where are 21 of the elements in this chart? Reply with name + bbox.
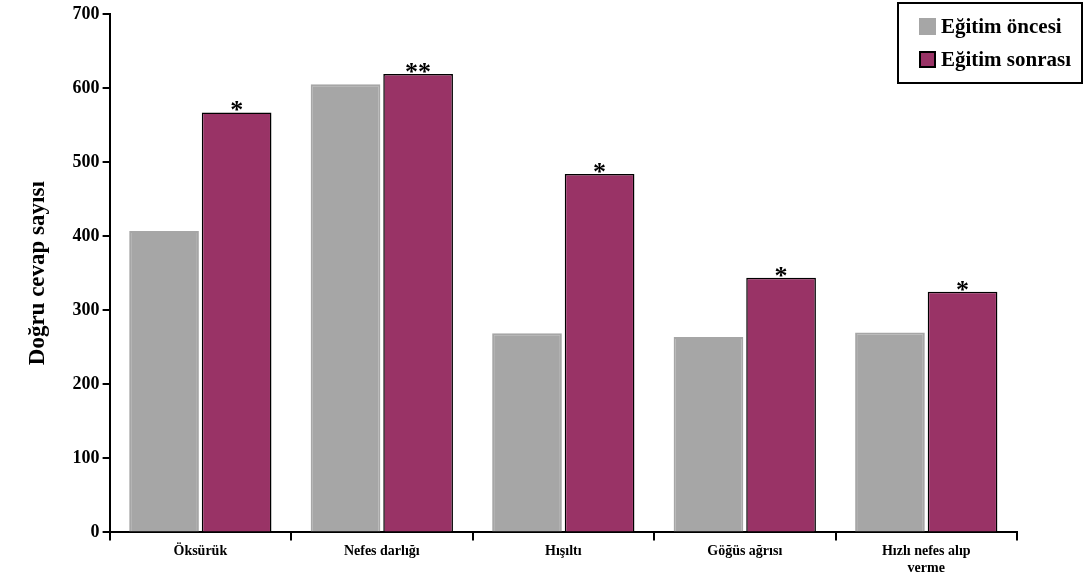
x-tick-label: Hışıltı	[545, 543, 582, 559]
legend-label: Eğitim öncesi	[940, 14, 1062, 39]
legend-label: Eğitim sonrası	[940, 47, 1071, 72]
x-tick-label: Hızlı nefes alıp verme	[881, 543, 971, 576]
y-tick-label: 0	[90, 521, 100, 542]
annotation: *	[230, 95, 244, 125]
y-tick-label: 100	[72, 447, 100, 467]
y-tick-label: 500	[72, 150, 100, 171]
annotation: *	[774, 260, 788, 290]
x-tick-label: Nefes darlığı	[343, 543, 420, 559]
x-tick-label: Göğüs ağrısı	[707, 543, 783, 559]
y-tick-label: 400	[72, 224, 100, 245]
y-tick-label: 600	[72, 76, 100, 97]
y-tick-label: 300	[72, 298, 100, 319]
y-axis-title: Doğru cevap sayısı	[23, 180, 49, 366]
y-tick-label: 700	[72, 2, 100, 23]
y-tick-label: 200	[72, 372, 100, 393]
annotation: *	[593, 156, 607, 186]
annotation: **	[405, 56, 432, 86]
x-tick-label: Öksürük	[173, 542, 228, 559]
annotation: *	[956, 274, 970, 304]
